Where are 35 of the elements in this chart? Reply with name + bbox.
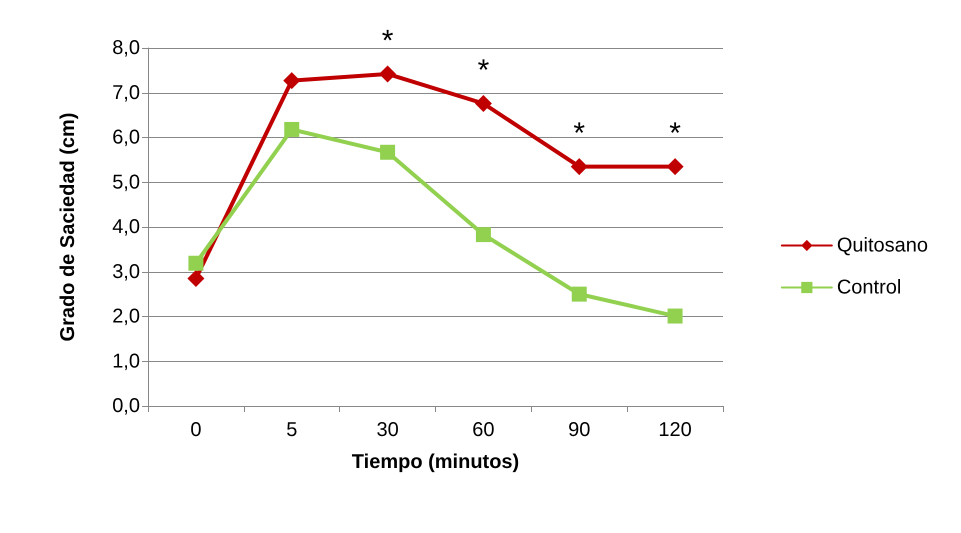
legend-label: Quitosano	[836, 234, 928, 256]
annotation: *	[573, 117, 586, 150]
y-tick-label: 3,0	[112, 260, 140, 283]
y-tick-label: 5,0	[112, 171, 140, 194]
point	[474, 94, 492, 112]
point	[379, 65, 396, 82]
legend-label: Control	[836, 276, 902, 298]
point	[283, 72, 300, 90]
annotation: *	[669, 117, 682, 150]
annotation: *	[382, 24, 394, 58]
point	[668, 308, 683, 324]
y-axis-title: Grado de Saciedad (cm)	[57, 112, 79, 342]
x-tick-label: 5	[286, 419, 298, 441]
y-tick-label: 1,0	[112, 350, 140, 372]
point	[188, 256, 204, 271]
y-tick-label: 4,0	[112, 216, 140, 238]
x-tick-label: 0	[190, 419, 202, 441]
y-tick-label: 8,0	[112, 37, 140, 59]
y-tick-label: 6,0	[112, 126, 140, 148]
point	[572, 286, 587, 302]
x-tick-label: 30	[376, 419, 399, 441]
x-axis-title: Tiempo (minutos)	[352, 451, 520, 473]
point	[570, 158, 588, 176]
x-tick-label: 60	[472, 419, 495, 441]
point	[187, 270, 204, 287]
point	[284, 122, 300, 137]
point	[666, 158, 684, 176]
point	[380, 144, 396, 160]
y-tick-label: 0,0	[112, 395, 140, 417]
y-tick-label: 7,0	[112, 82, 140, 104]
point	[476, 227, 491, 242]
x-tick-label: 90	[568, 419, 590, 441]
x-tick-label: 120	[658, 419, 692, 441]
annotation: *	[478, 54, 490, 87]
y-tick-label: 2,0	[112, 306, 140, 328]
